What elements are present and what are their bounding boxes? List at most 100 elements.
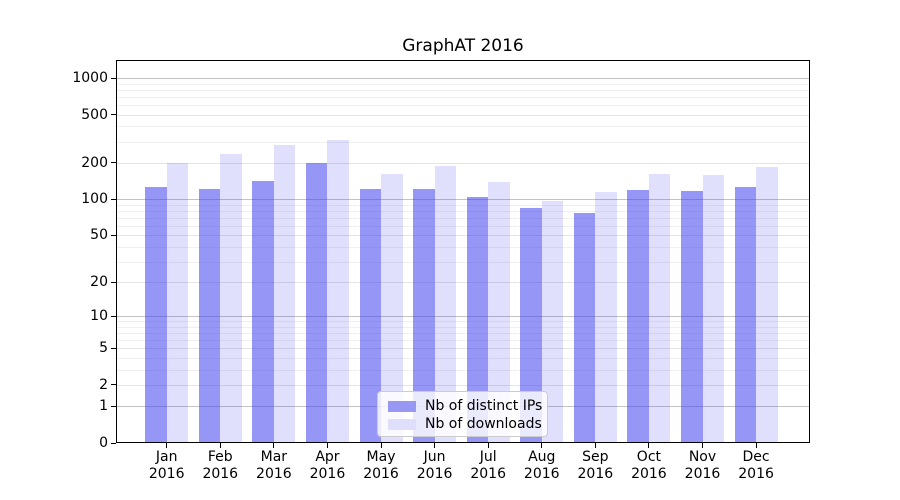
bar-downloads [488, 182, 510, 443]
y-tick-label: 2 [99, 376, 108, 393]
bar-downloads [166, 163, 189, 443]
bar-distinct-ips [305, 162, 328, 443]
x-tick-label: Feb 2016 [202, 449, 239, 482]
x-tick-label: Jul 2016 [470, 449, 506, 482]
bar-distinct-ips [198, 188, 221, 443]
minor-gridline [116, 369, 810, 371]
bar-downloads [756, 166, 778, 443]
x-tick-label: Nov 2016 [684, 449, 721, 482]
y-tick-mark [111, 198, 116, 200]
y-tick-label: 1000 [72, 70, 108, 87]
y-tick-mark [111, 162, 116, 164]
bar-distinct-ips [466, 197, 489, 443]
minor-gridline [116, 105, 810, 107]
bar-downloads [595, 191, 617, 443]
y-tick-label: 0 [99, 435, 108, 451]
legend: Nb of distinct IPs Nb of downloads [377, 391, 548, 437]
x-tick-label: Mar 2016 [256, 449, 292, 482]
major-gridline [116, 199, 810, 201]
bar-distinct-ips [413, 188, 435, 443]
bar-downloads [648, 173, 671, 443]
x-tick-label: Jan 2016 [148, 449, 185, 482]
bar-downloads [220, 153, 242, 443]
y-tick-mark [111, 405, 116, 407]
y-tick-label: 20 [90, 274, 108, 291]
bar-distinct-ips [627, 190, 649, 443]
minor-gridline [116, 246, 810, 248]
x-tick-mark [541, 443, 543, 448]
minor-gridline [116, 333, 810, 335]
minor-gridline [116, 83, 810, 85]
x-tick-mark [487, 443, 489, 448]
bar-distinct-ips [252, 180, 274, 443]
y-tick-label: 50 [90, 227, 108, 244]
level-gridline [116, 235, 810, 237]
minor-gridline [116, 225, 810, 227]
y-tick-label: 5 [99, 340, 108, 357]
x-tick-mark [380, 443, 382, 448]
y-tick-label: 10 [90, 308, 108, 325]
level-gridline [116, 282, 810, 284]
minor-gridline [116, 89, 810, 91]
y-tick-label: 200 [81, 154, 108, 171]
bar-distinct-ips [573, 212, 596, 443]
minor-gridline [116, 126, 810, 128]
y-tick-mark [111, 442, 116, 444]
legend-label-distinct-ips: Nb of distinct IPs [425, 398, 543, 414]
y-tick-mark [111, 114, 116, 116]
x-tick-mark [648, 443, 650, 448]
y-tick-mark [111, 234, 116, 236]
level-gridline [116, 348, 810, 350]
x-tick-mark [166, 443, 168, 448]
bar-downloads [273, 145, 296, 443]
major-gridline [116, 316, 810, 318]
major-gridline [116, 78, 810, 80]
bar-distinct-ips [681, 190, 703, 443]
bar-distinct-ips [359, 188, 382, 443]
y-tick-mark [111, 315, 116, 317]
x-tick-label: Apr 2016 [309, 449, 346, 482]
level-gridline [116, 162, 810, 164]
bar-distinct-ips [145, 186, 167, 443]
x-tick-mark [594, 443, 596, 448]
x-tick-label: Aug 2016 [523, 449, 560, 482]
legend-label-downloads: Nb of downloads [425, 416, 542, 432]
minor-gridline [116, 96, 810, 98]
y-tick-label: 100 [81, 191, 108, 208]
x-tick-mark [326, 443, 328, 448]
y-tick-mark [111, 384, 116, 386]
bar-downloads [381, 173, 403, 443]
x-tick-label: Oct 2016 [631, 449, 667, 482]
minor-gridline [116, 321, 810, 323]
x-tick-mark [434, 443, 436, 448]
x-tick-label: Sep 2016 [577, 449, 614, 482]
x-tick-mark [755, 443, 757, 448]
minor-gridline [116, 340, 810, 342]
minor-gridline [116, 210, 810, 212]
x-tick-label: Dec 2016 [738, 449, 774, 482]
chart-title: GraphAT 2016 [402, 36, 524, 56]
legend-swatch-distinct-ips [388, 400, 416, 412]
minor-gridline [116, 204, 810, 206]
bar-downloads [434, 166, 457, 443]
y-tick-label: 500 [81, 106, 108, 123]
bar-distinct-ips [734, 187, 757, 443]
legend-swatch-downloads [388, 418, 416, 430]
minor-gridline [116, 326, 810, 328]
y-tick-label: 1 [99, 398, 108, 415]
plot-area [116, 60, 810, 443]
minor-gridline [116, 358, 810, 359]
y-tick-mark [111, 281, 116, 283]
level-gridline [116, 384, 810, 386]
x-tick-mark [702, 443, 703, 448]
minor-gridline [116, 217, 810, 219]
legend-item-distinct-ips: Nb of distinct IPs [388, 397, 543, 415]
legend-item-downloads: Nb of downloads [388, 415, 542, 433]
bar-downloads [541, 201, 564, 443]
y-tick-mark [111, 77, 116, 79]
x-tick-mark [219, 443, 221, 448]
bar-downloads [702, 175, 724, 443]
y-tick-mark [111, 347, 116, 349]
x-tick-label: Jun 2016 [416, 449, 453, 482]
